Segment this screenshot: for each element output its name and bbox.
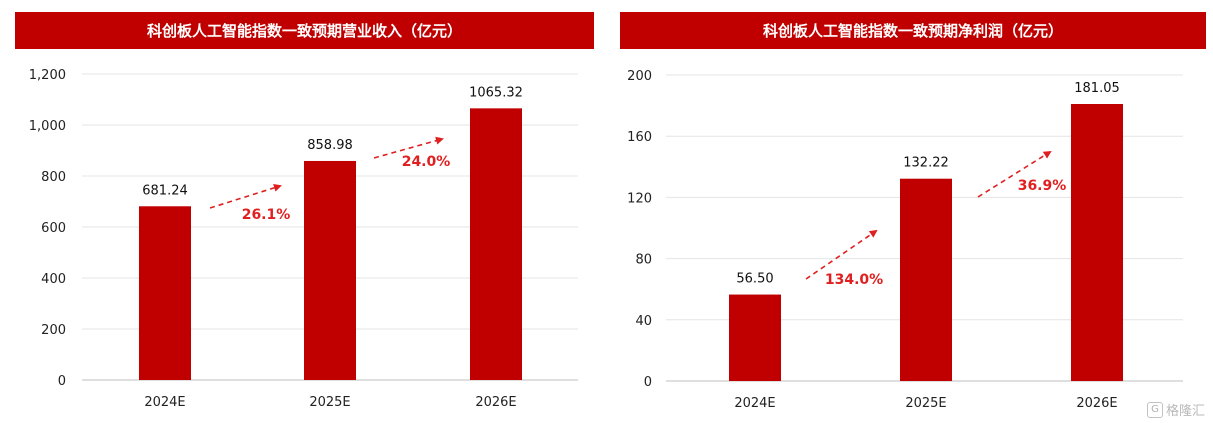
data-label: 181.05 (1074, 81, 1120, 96)
y-tick-label: 200 (627, 69, 652, 84)
revenue-chart: 0 200 400 600 800 1,000 1,200 681.24 2024E 858.98… (29, 68, 578, 410)
profit-chart-panel: 科创板人工智能指数一致预期净利润（亿元） 0 40 80 120 160 200 56.50… (612, 0, 1213, 423)
y-tick-label: 600 (41, 221, 66, 236)
data-label: 1065.32 (469, 85, 523, 100)
y-tick-label: 400 (41, 272, 66, 287)
revenue-chart-panel: 科创板人工智能指数一致预期营业收入（亿元） 0 200 400 600 800 1,000… (0, 0, 600, 423)
growth-label: 134.0% (825, 272, 883, 288)
bar (304, 160, 356, 380)
revenue-chart-title: 科创板人工智能指数一致预期营业收入（亿元） (15, 12, 594, 49)
y-tick-label: 120 (627, 191, 652, 206)
profit-chart-title: 科创板人工智能指数一致预期净利润（亿元） (620, 12, 1206, 49)
x-tick-label: 2024E (144, 395, 185, 410)
y-tick-label: 1,000 (29, 119, 66, 134)
growth-label: 26.1% (242, 207, 291, 223)
growth-label: 24.0% (402, 154, 451, 170)
y-tick-label: 0 (644, 375, 652, 390)
growth-label: 36.9% (1018, 178, 1067, 194)
growth-arrow (209, 183, 282, 209)
x-tick-label: 2026E (1076, 396, 1117, 411)
gelonghui-logo-icon: G (1146, 401, 1163, 418)
x-tick-label: 2025E (905, 396, 946, 411)
bar (900, 178, 952, 381)
watermark-text: 格隆汇 (1165, 404, 1205, 419)
y-tick-label: 1,200 (29, 68, 66, 83)
x-tick-label: 2024E (734, 396, 775, 411)
bar (470, 108, 522, 381)
growth-arrow (373, 136, 444, 159)
y-tick-label: 800 (41, 170, 66, 185)
y-tick-label: 200 (41, 323, 66, 338)
watermark: G 格隆汇 (1146, 400, 1205, 419)
x-tick-label: 2025E (309, 395, 350, 410)
y-tick-label: 160 (627, 130, 652, 145)
y-tick-label: 80 (635, 253, 652, 268)
data-label: 132.22 (903, 156, 949, 171)
y-tick-label: 40 (635, 314, 652, 329)
data-label: 681.24 (142, 183, 188, 198)
bar (1071, 103, 1123, 381)
y-tick-label: 0 (58, 374, 66, 389)
bar (139, 206, 191, 380)
data-label: 858.98 (307, 138, 353, 153)
data-label: 56.50 (736, 272, 773, 287)
profit-chart: 0 40 80 120 160 200 56.50 2024E 132.22 2025E 181.0… (627, 69, 1183, 411)
x-tick-label: 2026E (475, 395, 516, 410)
bar (729, 294, 781, 381)
